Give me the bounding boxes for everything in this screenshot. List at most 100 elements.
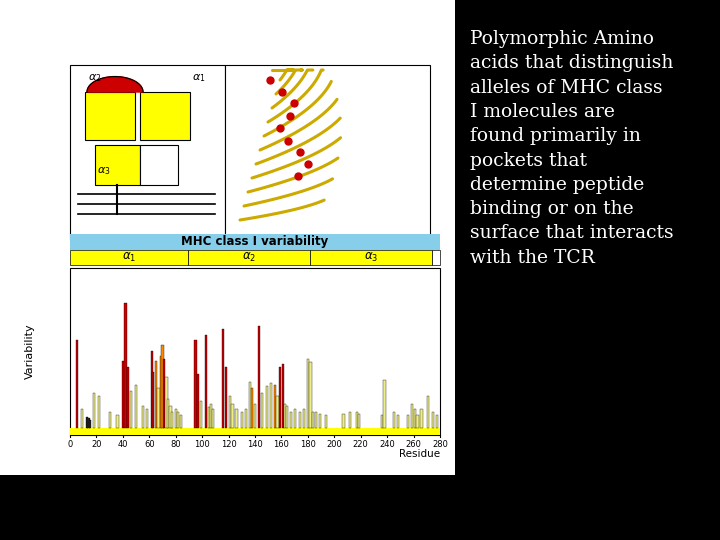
Bar: [169, 406, 171, 428]
Text: 260: 260: [405, 440, 421, 449]
Bar: [158, 388, 160, 428]
Bar: [167, 399, 169, 428]
Text: $\alpha_2$: $\alpha_2$: [242, 251, 256, 264]
Text: 20: 20: [91, 440, 102, 449]
Bar: [383, 380, 386, 428]
Bar: [70, 250, 188, 265]
Text: 80: 80: [171, 440, 181, 449]
Bar: [98, 396, 100, 428]
Bar: [245, 409, 247, 428]
Bar: [381, 415, 383, 428]
Text: 0: 0: [68, 440, 73, 449]
Text: 100: 100: [194, 440, 210, 449]
Bar: [199, 401, 202, 428]
Bar: [140, 92, 190, 140]
Bar: [312, 412, 314, 428]
Bar: [175, 409, 177, 428]
Text: 140: 140: [247, 440, 263, 449]
Text: Polymorphic Amino
acids that distinguish
alleles of MHC class
I molecules are
fo: Polymorphic Amino acids that distinguish…: [470, 30, 674, 267]
Bar: [303, 409, 305, 428]
Bar: [125, 303, 127, 428]
Bar: [210, 404, 212, 428]
Bar: [225, 367, 227, 428]
Bar: [93, 393, 95, 428]
Text: 180: 180: [300, 440, 316, 449]
Bar: [310, 362, 312, 428]
Bar: [163, 359, 165, 428]
Text: MHC class I variability: MHC class I variability: [181, 235, 328, 248]
Bar: [212, 409, 214, 428]
Bar: [70, 234, 440, 250]
Bar: [207, 407, 210, 428]
Text: $\alpha_3$: $\alpha_3$: [364, 251, 378, 264]
Bar: [70, 428, 440, 435]
Bar: [310, 250, 432, 265]
Bar: [229, 396, 231, 428]
Bar: [392, 412, 395, 428]
Text: 220: 220: [353, 440, 369, 449]
Text: Residue: Residue: [399, 449, 440, 459]
Bar: [142, 406, 144, 428]
Bar: [315, 412, 317, 428]
Bar: [117, 415, 119, 428]
Bar: [127, 367, 130, 428]
Bar: [135, 385, 138, 428]
Bar: [248, 382, 251, 428]
Bar: [225, 65, 430, 240]
Bar: [299, 412, 301, 428]
Bar: [258, 326, 260, 428]
Bar: [152, 372, 154, 428]
Bar: [81, 409, 83, 428]
Bar: [261, 393, 263, 428]
Bar: [294, 409, 296, 428]
Bar: [194, 340, 197, 428]
Text: 60: 60: [144, 440, 155, 449]
Bar: [0, 0, 455, 475]
Text: 200: 200: [326, 440, 342, 449]
Bar: [414, 409, 416, 428]
Text: 160: 160: [274, 440, 289, 449]
Text: $\alpha_1$: $\alpha_1$: [192, 72, 206, 84]
Bar: [286, 406, 288, 428]
Bar: [408, 415, 410, 428]
Bar: [279, 367, 282, 428]
Bar: [145, 409, 148, 428]
Bar: [155, 361, 157, 428]
Bar: [274, 385, 276, 428]
Text: Variability: Variability: [25, 323, 35, 379]
Bar: [166, 377, 168, 428]
Bar: [205, 335, 207, 428]
Bar: [150, 351, 153, 428]
Bar: [197, 374, 199, 428]
Bar: [222, 329, 225, 428]
Bar: [70, 268, 440, 435]
Bar: [235, 409, 238, 428]
Text: $\alpha_3$: $\alpha_3$: [97, 165, 111, 177]
Bar: [270, 383, 272, 428]
Bar: [349, 412, 351, 428]
Bar: [343, 414, 345, 428]
Bar: [177, 412, 179, 428]
Bar: [231, 404, 233, 428]
Bar: [86, 417, 89, 428]
Bar: [266, 387, 268, 428]
Bar: [95, 145, 140, 185]
Bar: [276, 396, 279, 428]
Bar: [130, 391, 132, 428]
Bar: [240, 412, 243, 428]
Text: $\alpha_1$: $\alpha_1$: [122, 251, 136, 264]
Text: 280: 280: [432, 440, 448, 449]
Bar: [188, 250, 310, 265]
Bar: [432, 250, 440, 265]
Bar: [289, 412, 292, 428]
Bar: [70, 65, 225, 240]
Bar: [180, 415, 182, 428]
Bar: [109, 412, 111, 428]
Text: 120: 120: [221, 440, 236, 449]
Bar: [140, 145, 178, 185]
Bar: [325, 415, 328, 428]
Bar: [284, 404, 287, 428]
Bar: [161, 345, 163, 428]
Bar: [89, 420, 91, 428]
Text: 40: 40: [117, 440, 128, 449]
